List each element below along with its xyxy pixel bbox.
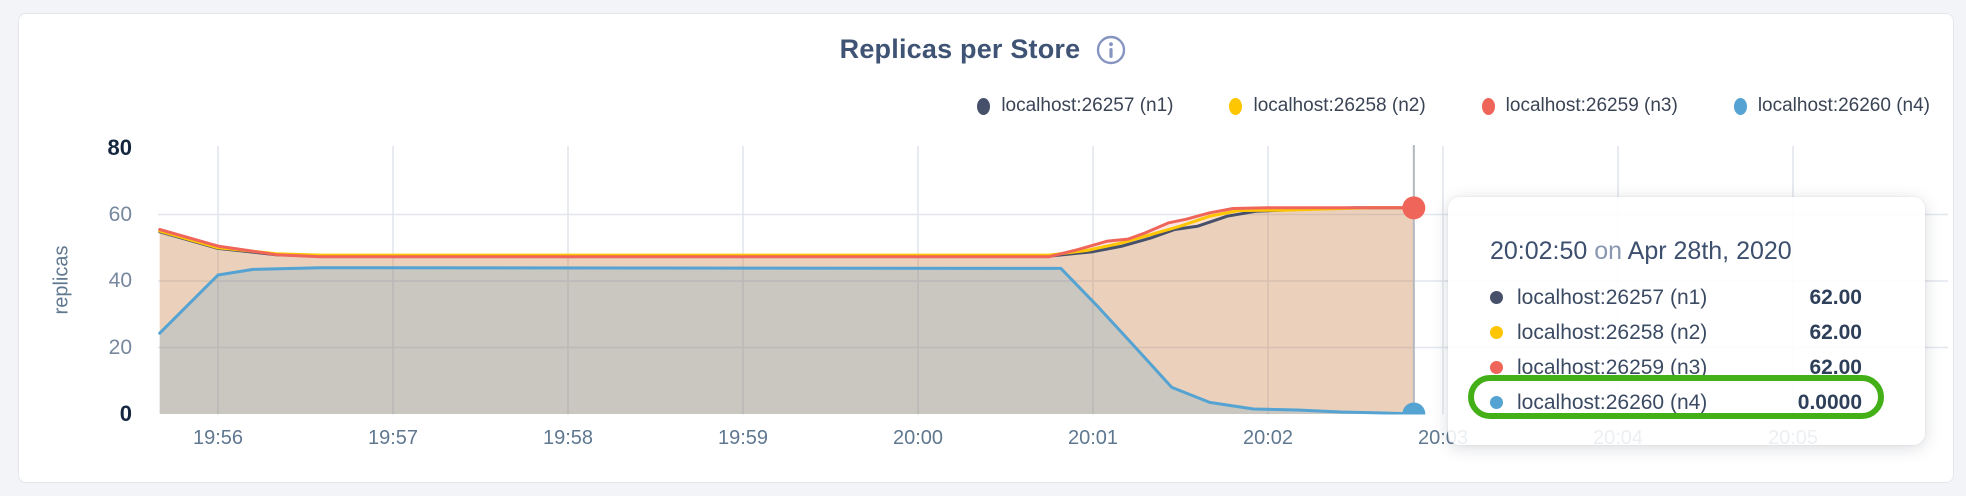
tooltip-date: Apr 28th, 2020 [1627,237,1792,265]
tooltip-row: localhost:26257 (n1) 62.00 [1490,280,1862,315]
tooltip-series-dot-icon [1490,291,1503,304]
chart-legend: localhost:26257 (n1) localhost:26258 (n2)… [977,95,1930,117]
chart-tooltip: 20:02:50 on Apr 28th, 2020 localhost:262… [1448,197,1925,445]
y-tick-label: 0 [119,401,132,426]
tooltip-series-dot-icon [1490,361,1503,374]
tooltip-series-name: localhost:26257 (n1) [1517,285,1708,309]
legend-item-localhost-26258-n2-[interactable]: localhost:26258 (n2) [1229,95,1426,117]
y-tick-label: 60 [108,202,132,226]
tooltip-series-value: 0.0000 [1797,390,1862,414]
tooltip-series-dot-icon [1490,326,1503,339]
x-tick-label: 19:59 [717,427,769,449]
tooltip-time: 20:02:50 [1490,237,1588,265]
legend-item-localhost-26260-n4-[interactable]: localhost:26260 (n4) [1733,95,1930,117]
legend-label: localhost:26258 (n2) [1253,95,1426,116]
x-tick-label: 19:57 [367,427,419,449]
legend-label: localhost:26260 (n4) [1757,95,1930,116]
legend-label: localhost:26257 (n1) [1001,95,1174,116]
x-tick-label: 19:58 [542,427,594,449]
tooltip-row: localhost:26260 (n4) 0.0000 [1490,385,1862,420]
tooltip-header: 20:02:50 on Apr 28th, 2020 [1490,237,1865,266]
legend-label: localhost:26259 (n3) [1505,95,1678,116]
legend-dot-icon [1481,97,1495,115]
legend-dot-icon [1733,97,1747,115]
chart-title: Replicas per Store [839,34,1081,64]
x-tick-label: 19:56 [192,427,244,449]
tooltip-on-word: on [1594,237,1623,265]
legend-dot-icon [1229,97,1243,115]
legend-item-localhost-26259-n3-[interactable]: localhost:26259 (n3) [1481,95,1678,117]
tooltip-series-value: 62.00 [1809,355,1862,379]
tooltip-series-dot-icon [1490,396,1503,409]
tooltip-series-name: localhost:26259 (n3) [1517,355,1708,379]
tooltip-row: localhost:26259 (n3) 62.00 [1490,350,1862,385]
x-tick-label: 20:02 [1242,427,1294,449]
tooltip-series-name: localhost:26260 (n4) [1517,390,1708,414]
tooltip-series-value: 62.00 [1809,320,1862,344]
y-tick-label: 20 [108,335,132,359]
legend-dot-icon [977,97,991,115]
info-icon[interactable] [1096,35,1126,65]
tooltip-series-name: localhost:26258 (n2) [1517,320,1708,344]
chart-header: Replicas per Store [0,34,1966,65]
legend-item-localhost-26257-n1-[interactable]: localhost:26257 (n1) [977,95,1173,117]
y-tick-label: 80 [107,135,132,160]
x-tick-label: 20:00 [892,427,944,449]
x-tick-label: 20:01 [1067,427,1119,449]
y-tick-label: 40 [108,269,132,292]
tooltip-series-value: 62.00 [1809,285,1862,309]
tooltip-row: localhost:26258 (n2) 62.00 [1490,315,1862,350]
